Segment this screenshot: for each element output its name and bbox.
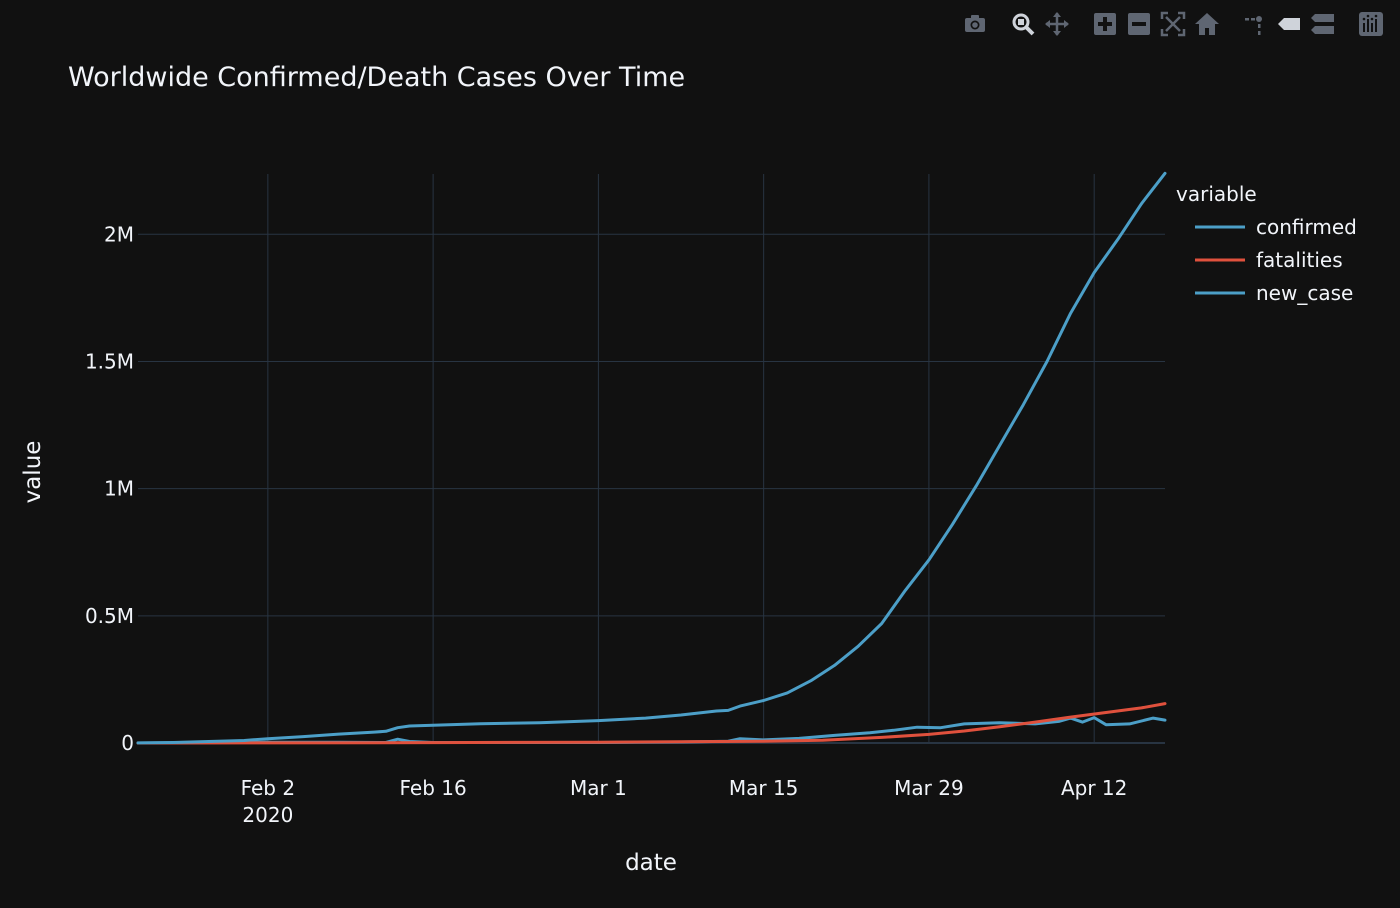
- legend-item-new-case[interactable]: new_case: [1195, 281, 1353, 305]
- x-axis-title: date: [625, 850, 677, 876]
- grid-lines: [138, 174, 1165, 744]
- plotly-logo-icon[interactable]: [1354, 8, 1388, 40]
- y-axis-ticks: 0 0.5M 1M 1.5M 2M: [85, 222, 134, 755]
- x-tick-label: Feb 16: [400, 776, 467, 800]
- spike-lines-icon[interactable]: [1238, 8, 1272, 40]
- series-line-new-case[interactable]: [136, 716, 1167, 745]
- legend: variable confirmed fatalities new_case: [1176, 182, 1357, 305]
- zoom-out-icon[interactable]: [1122, 8, 1156, 40]
- legend-label: confirmed: [1256, 215, 1357, 239]
- hover-closest-icon[interactable]: [1272, 8, 1306, 40]
- x-axis-ticks: Feb 2 2020 Feb 16 Mar 1 Mar 15 Mar 29 Apr 12: [241, 776, 1128, 827]
- y-tick-label: 1.5M: [85, 349, 134, 373]
- x-tick-sublabel: 2020: [242, 803, 293, 827]
- y-tick-label: 2M: [104, 222, 134, 246]
- modebar-group-download: [958, 8, 992, 40]
- y-tick-label: 1M: [104, 477, 134, 501]
- y-tick-label: 0.5M: [85, 604, 134, 628]
- x-tick-label: Mar 29: [894, 776, 964, 800]
- modebar-group-zoom: [1088, 8, 1224, 40]
- chart-title: Worldwide Confirmed/Death Cases Over Tim…: [68, 62, 685, 93]
- modebar-group-drag: [1006, 8, 1074, 40]
- zoom-in-icon[interactable]: [1088, 8, 1122, 40]
- pan-icon[interactable]: [1040, 8, 1074, 40]
- x-tick-label: Feb 2: [241, 776, 296, 800]
- home-icon[interactable]: [1190, 8, 1224, 40]
- hover-compare-icon[interactable]: [1306, 8, 1340, 40]
- series-line-fatalities[interactable]: [136, 702, 1167, 745]
- legend-items: confirmed fatalities new_case: [1195, 215, 1357, 305]
- zoom-icon[interactable]: [1006, 8, 1040, 40]
- x-tick-label: Mar 1: [570, 776, 627, 800]
- y-tick-label: 0: [121, 731, 134, 755]
- x-tick-label: Mar 15: [729, 776, 799, 800]
- legend-item-fatalities[interactable]: fatalities: [1195, 248, 1343, 272]
- autoscale-icon[interactable]: [1156, 8, 1190, 40]
- camera-icon[interactable]: [958, 8, 992, 40]
- legend-item-confirmed[interactable]: confirmed: [1195, 215, 1357, 239]
- legend-label: fatalities: [1256, 248, 1343, 272]
- modebar-group-logo: [1354, 8, 1388, 40]
- legend-label: new_case: [1256, 281, 1353, 305]
- series-lines[interactable]: [136, 171, 1167, 745]
- series-line-confirmed[interactable]: [136, 171, 1167, 745]
- x-tick-label: Apr 12: [1061, 776, 1127, 800]
- modebar-group-hover: [1238, 8, 1340, 40]
- legend-title: variable: [1176, 182, 1257, 206]
- y-axis-title: value: [20, 441, 46, 504]
- modebar: [944, 8, 1388, 40]
